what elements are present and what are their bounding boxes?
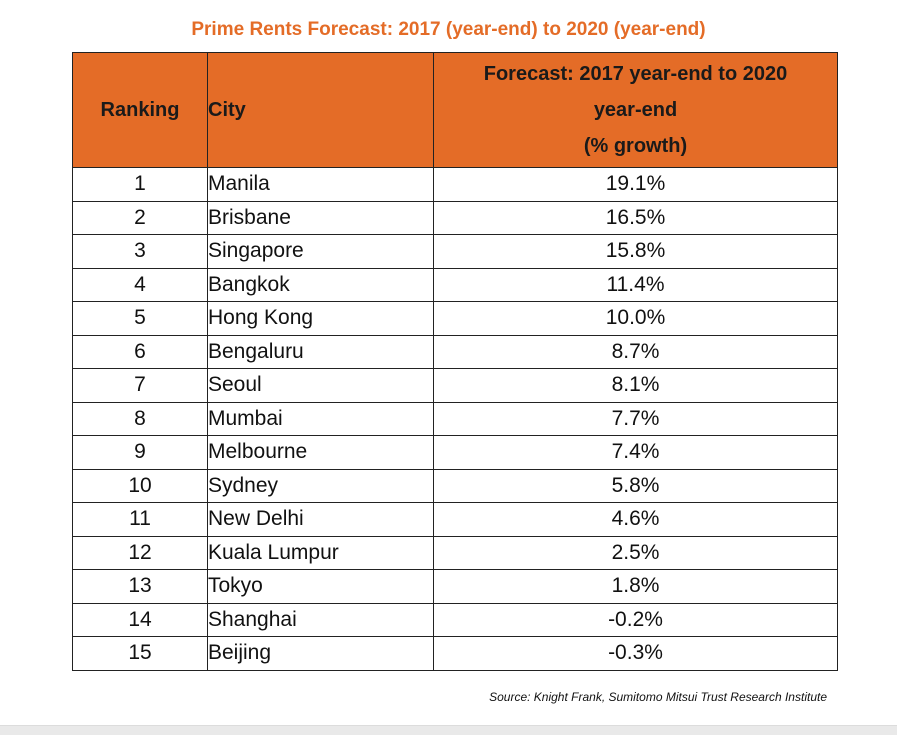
city-cell: Seoul [207, 368, 434, 403]
city-cell: Sydney [207, 468, 434, 503]
table-header-row: Ranking City Forecast: 2017 year-end to … [72, 52, 838, 168]
table-row: 6 Bengaluru 8.7% [72, 334, 838, 369]
city-cell: Beijing [207, 636, 434, 671]
rank-cell: 2 [72, 200, 208, 235]
table-row: 7 Seoul 8.1% [72, 368, 838, 403]
rank-cell: 6 [72, 334, 208, 369]
growth-cell: 11.4% [433, 267, 838, 302]
rank-cell: 12 [72, 535, 208, 570]
chart-title: Prime Rents Forecast: 2017 (year-end) to… [191, 19, 706, 40]
growth-cell: 4.6% [433, 502, 838, 537]
table-body: 1 Manila 19.1% 2 Brisbane 16.5% 3 Singapore 15.8… [72, 167, 838, 671]
rank-cell: 4 [72, 267, 208, 302]
source-note: Source: Knight Frank, Sumitomo Mitsui Tr… [489, 690, 827, 704]
table-row: 5 Hong Kong 10.0% [72, 301, 838, 336]
rank-cell: 7 [72, 368, 208, 403]
growth-cell: 1.8% [433, 569, 838, 604]
table-row: 1 Manila 19.1% [72, 167, 838, 202]
table-row: 10 Sydney 5.8% [72, 468, 838, 503]
header-forecast-line2: year-end [593, 99, 678, 121]
rents-table: Ranking City Forecast: 2017 year-end to … [72, 52, 838, 671]
city-cell: Mumbai [207, 401, 434, 436]
growth-cell: 19.1% [433, 167, 838, 202]
growth-cell: -0.2% [433, 602, 838, 637]
header-forecast-line3: (% growth) [583, 135, 688, 157]
table-row: 2 Brisbane 16.5% [72, 200, 838, 235]
city-cell: Tokyo [207, 569, 434, 604]
growth-cell: -0.3% [433, 636, 838, 671]
rank-cell: 8 [72, 401, 208, 436]
rank-cell: 15 [72, 636, 208, 671]
growth-cell: 10.0% [433, 301, 838, 336]
window-bottom-bar [0, 725, 897, 735]
city-cell: Bangkok [207, 267, 434, 302]
growth-cell: 7.4% [433, 435, 838, 470]
city-cell: Brisbane [207, 200, 434, 235]
growth-cell: 5.8% [433, 468, 838, 503]
city-cell: Hong Kong [207, 301, 434, 336]
table-row: 8 Mumbai 7.7% [72, 401, 838, 436]
city-cell: New Delhi [207, 502, 434, 537]
rank-cell: 3 [72, 234, 208, 269]
city-cell: Manila [207, 167, 434, 202]
growth-cell: 15.8% [433, 234, 838, 269]
table-row: 3 Singapore 15.8% [72, 234, 838, 269]
rank-cell: 11 [72, 502, 208, 537]
table-row: 12 Kuala Lumpur 2.5% [72, 535, 838, 570]
growth-cell: 7.7% [433, 401, 838, 436]
rank-cell: 1 [72, 167, 208, 202]
rank-cell: 10 [72, 468, 208, 503]
growth-cell: 8.1% [433, 368, 838, 403]
growth-cell: 8.7% [433, 334, 838, 369]
city-cell: Singapore [207, 234, 434, 269]
table-row: 4 Bangkok 11.4% [72, 267, 838, 302]
city-cell: Shanghai [207, 602, 434, 637]
table-row: 13 Tokyo 1.8% [72, 569, 838, 604]
growth-cell: 16.5% [433, 200, 838, 235]
header-forecast-line1: Forecast: 2017 year-end to 2020 [483, 63, 788, 85]
header-ranking: Ranking [72, 52, 208, 168]
table-row: 11 New Delhi 4.6% [72, 502, 838, 537]
header-forecast: Forecast: 2017 year-end to 2020 year-end… [433, 52, 838, 168]
city-cell: Kuala Lumpur [207, 535, 434, 570]
rank-cell: 5 [72, 301, 208, 336]
header-city: City [207, 52, 434, 168]
rank-cell: 9 [72, 435, 208, 470]
table-row: 14 Shanghai -0.2% [72, 602, 838, 637]
growth-cell: 2.5% [433, 535, 838, 570]
city-cell: Melbourne [207, 435, 434, 470]
rank-cell: 13 [72, 569, 208, 604]
city-cell: Bengaluru [207, 334, 434, 369]
table-row: 9 Melbourne 7.4% [72, 435, 838, 470]
table-row: 15 Beijing -0.3% [72, 636, 838, 671]
rank-cell: 14 [72, 602, 208, 637]
